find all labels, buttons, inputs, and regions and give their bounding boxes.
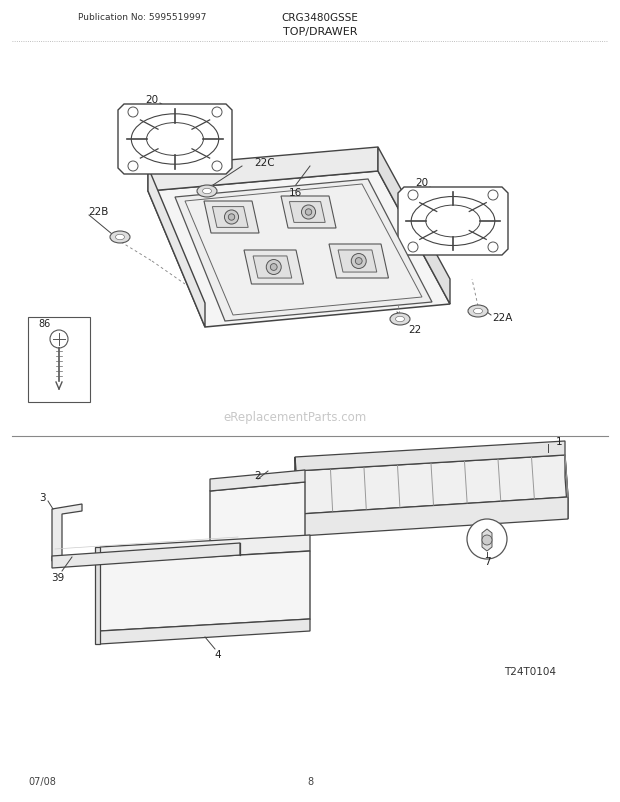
Polygon shape <box>295 457 300 537</box>
Circle shape <box>488 191 498 200</box>
Ellipse shape <box>110 232 130 244</box>
Ellipse shape <box>390 314 410 326</box>
Polygon shape <box>148 168 205 327</box>
Circle shape <box>128 107 138 118</box>
Circle shape <box>355 258 362 265</box>
Polygon shape <box>338 251 377 273</box>
Text: 1: 1 <box>556 436 562 447</box>
Text: Publication No: 5995519997: Publication No: 5995519997 <box>78 14 206 22</box>
Text: eReplacementParts.com: eReplacementParts.com <box>223 411 366 424</box>
Ellipse shape <box>474 309 482 314</box>
Ellipse shape <box>115 235 125 241</box>
Polygon shape <box>52 504 82 561</box>
Ellipse shape <box>197 186 217 198</box>
Polygon shape <box>118 105 232 175</box>
Ellipse shape <box>396 317 404 322</box>
Ellipse shape <box>468 306 488 318</box>
Text: 07/08: 07/08 <box>28 776 56 786</box>
Text: TOP/DRAWER: TOP/DRAWER <box>283 27 357 37</box>
Ellipse shape <box>203 189 211 194</box>
Polygon shape <box>204 202 259 233</box>
Polygon shape <box>295 441 565 472</box>
Circle shape <box>305 209 312 216</box>
Text: 3: 3 <box>38 492 45 502</box>
Polygon shape <box>100 535 310 563</box>
Circle shape <box>228 214 235 221</box>
Polygon shape <box>281 196 336 229</box>
Polygon shape <box>329 245 389 278</box>
Text: 22B: 22B <box>88 207 108 217</box>
Text: 39: 39 <box>51 573 64 582</box>
Text: 4: 4 <box>215 649 221 659</box>
Polygon shape <box>100 619 310 644</box>
Circle shape <box>50 330 68 349</box>
Text: 7: 7 <box>484 557 490 566</box>
Circle shape <box>408 191 418 200</box>
Circle shape <box>352 254 366 269</box>
Polygon shape <box>482 529 492 551</box>
Polygon shape <box>148 148 378 192</box>
Circle shape <box>266 260 281 275</box>
Polygon shape <box>213 208 248 228</box>
Text: 86: 86 <box>38 318 50 329</box>
Polygon shape <box>210 482 305 569</box>
Polygon shape <box>244 251 303 285</box>
Circle shape <box>467 520 507 559</box>
Polygon shape <box>300 497 568 537</box>
Bar <box>28 318 90 403</box>
Text: 8: 8 <box>307 776 313 786</box>
Text: 2: 2 <box>255 471 261 480</box>
Text: 22: 22 <box>408 325 421 334</box>
Text: 22C: 22C <box>254 158 275 168</box>
Text: 22A: 22A <box>492 313 512 322</box>
Circle shape <box>408 243 418 253</box>
Circle shape <box>212 162 222 172</box>
Polygon shape <box>185 184 422 316</box>
Text: 20: 20 <box>146 95 159 105</box>
Polygon shape <box>52 543 240 569</box>
Polygon shape <box>398 188 508 256</box>
Ellipse shape <box>426 206 480 237</box>
Circle shape <box>270 265 277 271</box>
Polygon shape <box>378 148 450 305</box>
Circle shape <box>224 211 239 225</box>
Polygon shape <box>253 257 292 279</box>
Ellipse shape <box>131 115 219 165</box>
Polygon shape <box>290 202 325 223</box>
Text: 16: 16 <box>288 188 301 198</box>
Polygon shape <box>210 559 305 581</box>
Polygon shape <box>295 456 568 514</box>
Polygon shape <box>100 551 310 631</box>
Polygon shape <box>210 471 305 492</box>
Circle shape <box>482 535 492 545</box>
Text: 20: 20 <box>415 178 428 188</box>
Circle shape <box>301 205 316 220</box>
Polygon shape <box>175 180 432 322</box>
Polygon shape <box>565 456 568 520</box>
Circle shape <box>488 243 498 253</box>
Text: T24T0104: T24T0104 <box>504 666 556 676</box>
Circle shape <box>128 162 138 172</box>
Polygon shape <box>95 547 100 644</box>
Ellipse shape <box>411 197 495 246</box>
Ellipse shape <box>146 124 203 156</box>
Text: CRG3480GSSE: CRG3480GSSE <box>281 13 358 23</box>
Polygon shape <box>148 172 450 327</box>
Circle shape <box>212 107 222 118</box>
